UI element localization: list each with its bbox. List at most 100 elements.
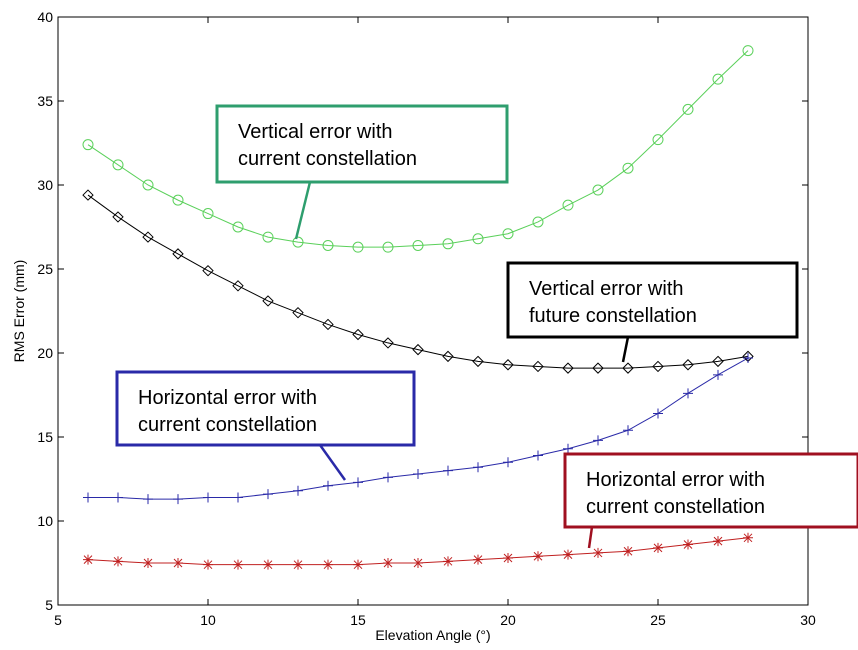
data-point-diamond <box>502 359 514 371</box>
annotation-text: Horizontal error with <box>586 469 765 491</box>
data-point-plus <box>653 408 663 419</box>
data-point-circle <box>592 184 604 196</box>
x-tick-label: 20 <box>500 612 516 628</box>
data-point-diamond <box>292 306 304 319</box>
data-point-circle <box>322 239 334 251</box>
annotation-box-3: Horizontal error with current constellati… <box>563 452 858 549</box>
data-point-plus <box>503 457 513 468</box>
x-tick-label: 30 <box>800 612 816 628</box>
data-point-circle <box>382 241 394 253</box>
data-point-asterisk <box>473 554 483 565</box>
data-point-circle <box>742 45 754 57</box>
annotation-pointer <box>294 181 312 240</box>
data-point-plus <box>713 369 723 380</box>
data-point-plus <box>83 492 93 503</box>
data-point-asterisk <box>713 536 723 547</box>
annotation-text: current constellation <box>138 414 317 436</box>
data-point-asterisk <box>743 532 753 543</box>
annotation-text: current constellation <box>586 496 765 518</box>
x-tick-label: 15 <box>350 612 366 628</box>
data-point-circle <box>82 139 94 151</box>
data-point-circle <box>202 208 214 220</box>
data-point-diamond <box>232 280 244 292</box>
annotation-text: Horizontal error with <box>138 387 317 409</box>
data-point-diamond <box>112 211 124 223</box>
data-point-circle <box>262 231 274 243</box>
annotation-text: future constellation <box>529 305 697 327</box>
data-point-diamond <box>82 189 94 201</box>
annotation-text: Vertical error with <box>238 121 393 143</box>
data-point-asterisk <box>83 554 93 565</box>
data-point-plus <box>353 477 363 488</box>
y-tick-label: 35 <box>37 93 53 109</box>
data-point-diamond <box>592 362 604 374</box>
data-point-diamond <box>412 343 424 356</box>
annotation-pointer <box>318 444 347 481</box>
y-tick-label: 20 <box>37 345 53 361</box>
data-point-circle <box>412 239 424 251</box>
data-point-plus <box>593 435 603 446</box>
data-point-circle <box>472 233 484 245</box>
data-point-circle <box>652 134 664 146</box>
data-point-diamond <box>202 264 214 277</box>
data-point-asterisk <box>533 551 543 562</box>
data-point-asterisk <box>203 559 213 570</box>
x-axis-title: Elevation Angle (°) <box>375 627 490 643</box>
y-axis-title: RMS Error (mm) <box>11 260 27 363</box>
y-tick-label: 5 <box>45 597 53 613</box>
data-point-diamond <box>442 350 454 363</box>
data-point-asterisk <box>143 558 153 568</box>
data-point-asterisk <box>293 559 303 570</box>
data-point-plus <box>323 480 333 491</box>
data-point-asterisk <box>353 559 363 570</box>
data-point-plus <box>743 353 753 364</box>
y-tick-label: 30 <box>37 177 53 193</box>
annotation-pointer <box>587 526 594 549</box>
x-tick-label: 25 <box>650 612 666 628</box>
annotation-text: Vertical error with <box>529 278 684 300</box>
x-tick-label: 5 <box>54 612 62 628</box>
data-point-plus <box>533 450 543 461</box>
data-point-diamond <box>262 295 274 307</box>
data-point-asterisk <box>623 546 633 557</box>
annotation-box-1: Vertical error with future constellation <box>506 261 799 363</box>
data-point-circle <box>142 179 154 191</box>
annotation-frame <box>115 370 416 447</box>
annotation-frame <box>215 104 509 184</box>
data-point-diamond <box>172 248 184 260</box>
data-point-circle <box>712 73 724 85</box>
data-point-plus <box>623 425 633 436</box>
data-point-circle <box>682 103 694 115</box>
data-point-circle <box>352 241 364 253</box>
data-point-asterisk <box>113 556 123 567</box>
data-point-plus <box>203 492 213 503</box>
data-point-asterisk <box>323 559 333 570</box>
data-point-circle <box>292 236 304 248</box>
data-point-diamond <box>622 362 634 374</box>
data-point-asterisk <box>413 558 423 568</box>
y-tick-label: 40 <box>37 9 53 25</box>
data-point-asterisk <box>503 552 513 563</box>
data-point-asterisk <box>233 559 243 570</box>
data-point-diamond <box>712 355 724 368</box>
data-point-diamond <box>142 231 154 243</box>
data-point-plus <box>233 492 243 503</box>
data-point-plus <box>683 388 693 399</box>
data-point-circle <box>112 159 124 171</box>
data-point-diamond <box>382 337 394 349</box>
data-markers <box>82 45 754 570</box>
data-point-diamond <box>652 360 664 373</box>
data-point-plus <box>113 492 123 503</box>
annotation-box-2: Horizontal error with current constellati… <box>115 370 416 481</box>
data-point-plus <box>143 494 153 505</box>
data-point-asterisk <box>383 558 393 568</box>
data-point-diamond <box>532 360 544 373</box>
data-point-diamond <box>322 318 334 331</box>
data-point-circle <box>232 221 244 233</box>
data-point-asterisk <box>563 549 573 560</box>
annotation-frame <box>506 261 799 339</box>
annotation-pointer <box>621 336 630 363</box>
data-point-asterisk <box>593 547 603 558</box>
data-point-asterisk <box>683 539 693 550</box>
series-line-1 <box>87 194 749 369</box>
